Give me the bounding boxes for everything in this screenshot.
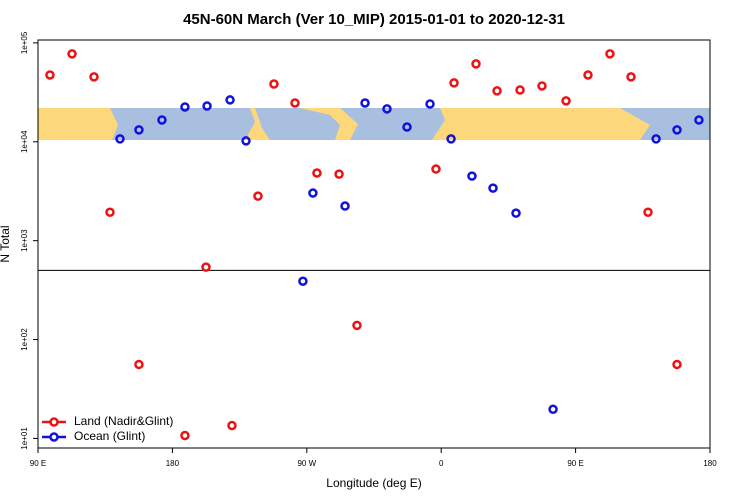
x-tick-label: 90 E [567, 459, 583, 468]
point [467, 171, 477, 181]
y-tick-label: 1e+04 [20, 130, 29, 153]
point [511, 208, 521, 218]
map-ocean [340, 108, 445, 140]
point [651, 134, 661, 144]
point [241, 136, 251, 146]
y-axis-label: N Total [0, 225, 12, 262]
point [105, 207, 115, 217]
point [537, 81, 547, 91]
chart-title: 45N-60N March (Ver 10_MIP) 2015-01-01 to… [183, 11, 565, 28]
legend-marker [49, 417, 59, 427]
x-tick-label: 180 [703, 459, 717, 468]
point [605, 49, 615, 59]
point [548, 404, 558, 415]
y-tick-label: 1e+05 [20, 31, 29, 54]
point [488, 183, 498, 193]
point [134, 125, 144, 135]
map-ocean [620, 108, 710, 140]
point [672, 359, 682, 370]
point [694, 115, 704, 125]
map-ocean [110, 108, 255, 140]
y-tick-label: 1e+01 [20, 427, 29, 450]
point [449, 78, 459, 88]
x-tick-label: 0 [439, 459, 444, 468]
x-tick-label: 180 [166, 459, 180, 468]
point [446, 134, 456, 144]
point [402, 122, 412, 132]
point [425, 99, 435, 109]
map-band [38, 108, 710, 140]
x-tick-label: 90 W [297, 459, 316, 468]
x-axis-label: Longitude (deg E) [326, 476, 421, 490]
point [201, 262, 211, 272]
point [227, 420, 237, 431]
x-tick-label: 90 E [30, 459, 46, 468]
point [561, 96, 571, 106]
point [352, 320, 362, 331]
legend-label: Land (Nadir&Glint) [74, 414, 173, 428]
point [515, 85, 525, 95]
point [115, 134, 125, 144]
point [253, 191, 263, 201]
point [583, 70, 593, 80]
map-ocean [255, 108, 340, 140]
point [269, 79, 279, 89]
point [45, 70, 55, 80]
point [340, 201, 350, 211]
point [134, 359, 144, 370]
point [290, 98, 300, 108]
legend-label: Ocean (Glint) [74, 429, 145, 443]
plot-frame [37, 39, 711, 449]
y-tick-label: 1e+03 [20, 229, 29, 252]
point [672, 125, 682, 135]
point [67, 49, 77, 59]
point [360, 98, 370, 108]
point [471, 59, 481, 69]
point [643, 207, 653, 217]
y-tick-label: 1e+02 [20, 328, 29, 351]
point [431, 164, 441, 174]
point [225, 95, 235, 105]
point [626, 72, 636, 82]
legend-marker [49, 432, 59, 442]
point [334, 169, 344, 179]
point [382, 104, 392, 114]
point [312, 168, 322, 178]
point [492, 86, 502, 96]
point [180, 102, 190, 112]
point [298, 276, 308, 286]
point [157, 115, 167, 125]
point [180, 430, 190, 441]
point [89, 72, 99, 82]
point [308, 188, 318, 198]
point [202, 101, 212, 111]
